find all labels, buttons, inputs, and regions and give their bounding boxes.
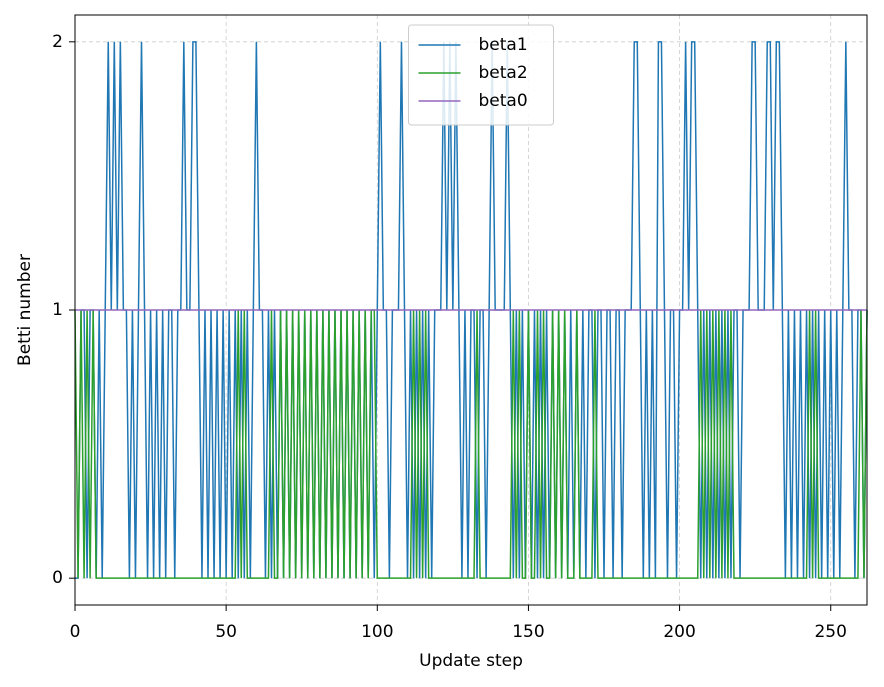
y-axis-label: Betti number bbox=[15, 254, 35, 366]
data-line bbox=[74, 309, 868, 579]
x-tick-label: 50 bbox=[215, 622, 237, 642]
y-tick-label: 2 bbox=[52, 32, 63, 52]
legend-label: beta1 bbox=[479, 35, 528, 55]
x-tick-label: 100 bbox=[361, 622, 393, 642]
x-axis-label: Update step bbox=[419, 651, 523, 671]
legend-box bbox=[408, 24, 554, 126]
y-tick-label: 1 bbox=[52, 300, 63, 320]
legend-label: beta0 bbox=[479, 91, 528, 111]
plot-frame bbox=[74, 14, 868, 606]
y-tick-label: 0 bbox=[52, 568, 63, 588]
legend-label: beta2 bbox=[479, 63, 528, 83]
legend: beta1 beta2 beta0 bbox=[408, 24, 554, 126]
x-tick-label: 250 bbox=[814, 622, 846, 642]
x-tick-label: 200 bbox=[663, 622, 695, 642]
x-tick-label: 0 bbox=[70, 622, 81, 642]
x-tick-label: 150 bbox=[512, 622, 544, 642]
